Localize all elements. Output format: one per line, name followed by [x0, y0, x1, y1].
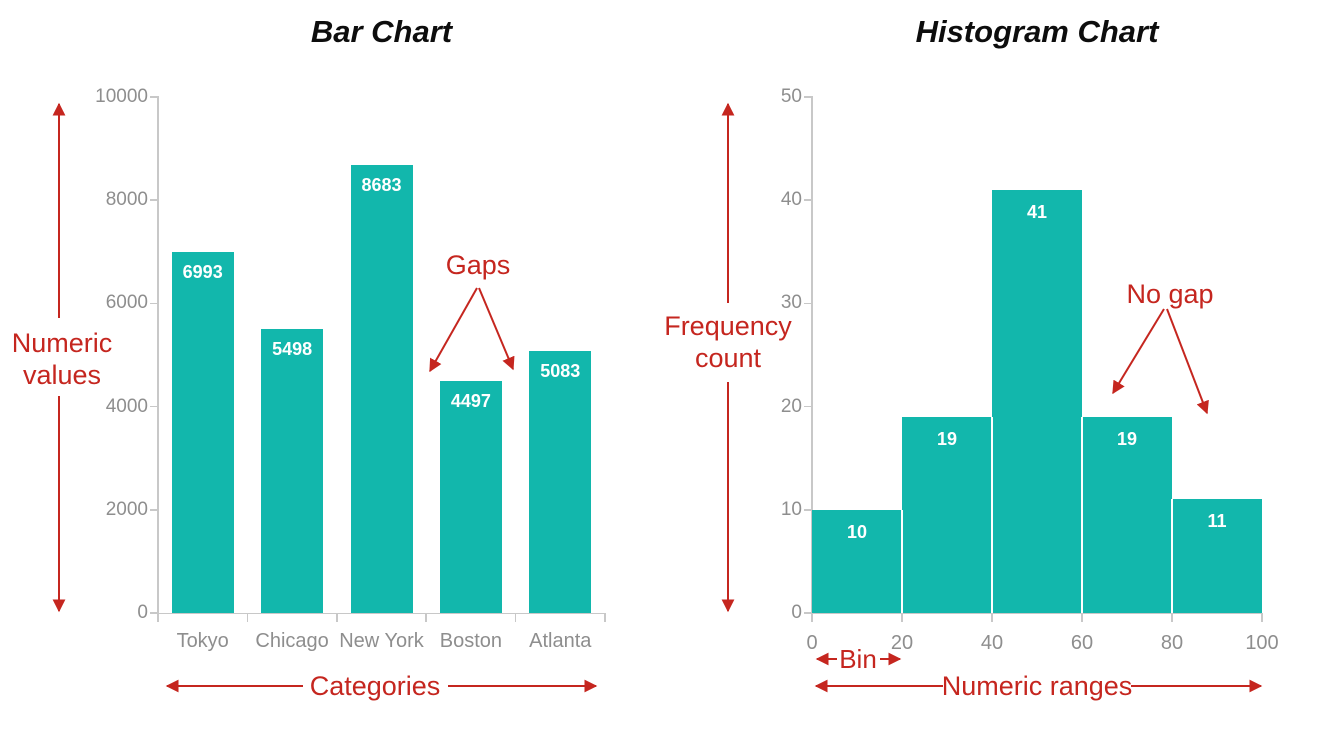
no-gap-annotation: No gap — [1126, 279, 1214, 309]
y-tick-label: 10 — [780, 498, 802, 520]
bar-xaxis-annotation: Categories — [309, 671, 441, 701]
histogram-bin — [812, 509, 902, 613]
bar-value-label: 5083 — [540, 360, 581, 381]
y-tick-label: 20 — [780, 395, 802, 417]
x-tick-mark — [425, 614, 427, 622]
x-tick-mark — [1081, 614, 1083, 622]
bar-yaxis-annotation: Numeric values — [11, 328, 113, 390]
category-label: Tokyo — [176, 630, 229, 652]
x-tick-label: 20 — [890, 632, 914, 654]
category-label: Boston — [439, 630, 503, 652]
y-tick-mark — [150, 96, 158, 98]
bar-value-label: 8683 — [361, 174, 402, 195]
bar — [529, 350, 592, 613]
y-tick-mark — [804, 302, 812, 305]
x-tick-mark — [246, 614, 249, 622]
y-tick-label: 8000 — [105, 189, 148, 211]
bin-value-label: 19 — [1116, 428, 1138, 449]
histogram-xaxis-annotation: Numeric ranges — [941, 671, 1133, 701]
x-tick-mark — [901, 614, 903, 622]
bin-separator — [991, 416, 993, 613]
histogram-yaxis-annotation: Frequency count — [664, 311, 792, 373]
category-label: New York — [339, 630, 424, 652]
x-tick-mark — [604, 614, 606, 622]
y-tick-label: 10000 — [95, 86, 148, 107]
histogram-bin — [1082, 416, 1172, 613]
bar — [439, 380, 502, 613]
histogram-bin — [1172, 499, 1262, 613]
y-tick-label: 40 — [780, 189, 802, 211]
gaps-annotation: Gaps — [445, 250, 511, 280]
x-tick-mark — [991, 614, 993, 622]
bin-value-label: 19 — [936, 428, 958, 449]
x-tick-label: 0 — [806, 632, 818, 654]
bar-value-label: 6993 — [182, 262, 223, 283]
bar-value-label: 4497 — [450, 390, 491, 411]
bin-separator — [1081, 416, 1083, 613]
y-tick-mark — [804, 96, 812, 98]
x-tick-mark — [1261, 614, 1263, 622]
x-tick-label: 60 — [1070, 632, 1094, 654]
category-label: Atlanta — [529, 630, 592, 652]
y-tick-label: 2000 — [105, 498, 148, 520]
x-tick-mark — [1171, 614, 1173, 622]
histogram-bin — [902, 416, 992, 613]
bin-separator — [1171, 499, 1173, 613]
y-axis-line — [811, 96, 813, 614]
category-label: Chicago — [255, 630, 329, 652]
x-tick-label: 100 — [1245, 632, 1279, 654]
y-tick-label: 0 — [137, 602, 148, 623]
y-tick-mark — [150, 302, 158, 305]
histogram-bin — [992, 189, 1082, 613]
x-tick-mark — [811, 614, 813, 622]
x-tick-mark — [514, 614, 517, 622]
y-tick-mark — [150, 509, 158, 511]
bar — [261, 329, 324, 613]
y-axis-line — [157, 96, 159, 614]
y-tick-mark — [150, 199, 158, 201]
y-tick-mark — [804, 405, 812, 408]
x-tick-label: 80 — [1160, 632, 1184, 654]
bin-value-label: 10 — [846, 521, 868, 542]
bar — [171, 252, 234, 613]
bar-value-label: 5498 — [272, 339, 313, 360]
x-tick-label: 40 — [980, 632, 1004, 654]
y-tick-mark — [150, 405, 158, 408]
histogram-chart-title: Histogram Chart — [915, 14, 1159, 49]
y-tick-label: 50 — [780, 86, 802, 107]
bin-value-label: 41 — [1026, 201, 1048, 222]
y-tick-mark — [150, 612, 158, 614]
y-tick-label: 4000 — [105, 395, 148, 417]
bin-annotation: Bin — [839, 644, 877, 674]
bin-value-label: 11 — [1207, 511, 1227, 532]
y-tick-label: 30 — [780, 292, 802, 314]
y-tick-mark — [804, 509, 812, 511]
bin-separator — [901, 509, 903, 613]
bar-chart-title: Bar Chart — [310, 14, 453, 49]
bar — [350, 164, 413, 613]
y-tick-mark — [804, 612, 812, 614]
x-axis-line — [811, 612, 1263, 614]
x-axis-line — [157, 612, 606, 614]
x-tick-mark — [336, 614, 338, 622]
x-tick-mark — [157, 614, 159, 622]
y-tick-label: 0 — [791, 602, 802, 623]
y-tick-label: 6000 — [105, 292, 148, 314]
y-tick-mark — [804, 199, 812, 201]
